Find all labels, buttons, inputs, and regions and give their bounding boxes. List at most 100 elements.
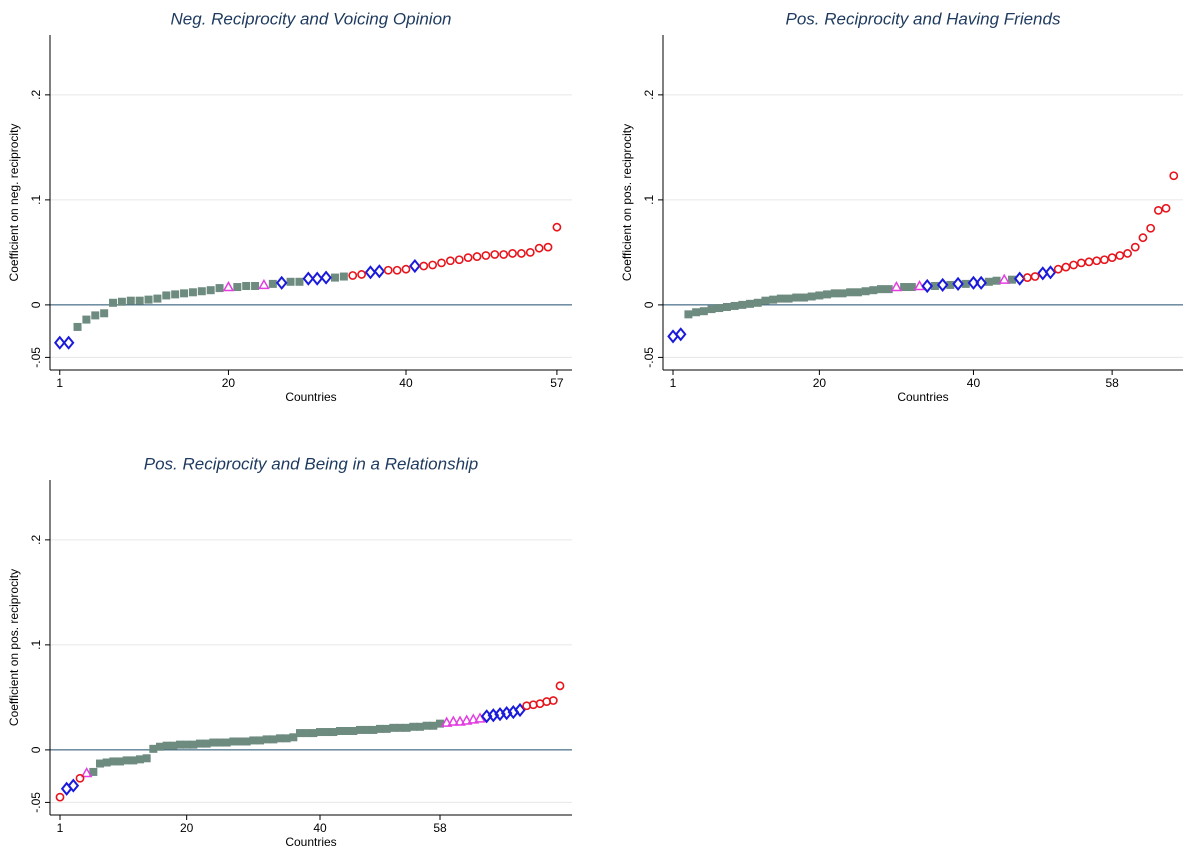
point [209, 738, 218, 747]
point [349, 726, 358, 735]
point [1084, 257, 1094, 267]
x-axis-title: Countries [285, 835, 336, 849]
point [975, 275, 987, 290]
point [730, 301, 739, 310]
point [684, 310, 693, 319]
point [142, 754, 151, 763]
point [222, 281, 235, 292]
point [769, 295, 778, 304]
point [369, 725, 378, 734]
point [311, 271, 324, 286]
point [1076, 258, 1086, 268]
y-axis-title: Coefficient on pos. reciprocity [7, 569, 21, 726]
point [534, 243, 544, 253]
x-tick-label: 40 [967, 376, 981, 390]
point [707, 305, 716, 314]
point [82, 315, 91, 324]
point [329, 728, 338, 737]
point [416, 722, 424, 731]
point [992, 276, 1001, 285]
point [409, 722, 418, 731]
point [967, 275, 980, 290]
panel: Pos. Reciprocity and Being in a Relation… [7, 454, 572, 849]
point [516, 249, 526, 258]
point [548, 696, 558, 705]
point [1022, 273, 1032, 282]
point [122, 756, 131, 765]
point [440, 716, 453, 727]
point [67, 778, 80, 793]
panel: Neg. Reciprocity and Voicing Opinion -.05… [7, 9, 572, 404]
x-tick-label: 57 [550, 376, 564, 390]
point [1007, 275, 1016, 284]
point [149, 744, 158, 753]
point [1092, 256, 1102, 266]
point [215, 284, 224, 293]
point [1161, 203, 1171, 213]
point [339, 272, 348, 281]
x-axis-title: Countries [897, 390, 948, 404]
point [236, 737, 244, 746]
point [463, 253, 473, 263]
point [392, 265, 402, 275]
point [1069, 260, 1079, 270]
point [96, 759, 104, 768]
point [429, 721, 438, 730]
point [1044, 265, 1057, 280]
point [1123, 249, 1132, 258]
point [543, 242, 553, 252]
point [302, 271, 315, 286]
point [296, 729, 304, 738]
point [117, 297, 126, 306]
point [275, 275, 288, 290]
point [961, 279, 970, 288]
point [930, 281, 939, 290]
point [936, 277, 949, 293]
point [838, 289, 847, 298]
point [830, 289, 839, 298]
point [169, 741, 178, 750]
point [746, 299, 755, 308]
point [309, 729, 318, 738]
x-tick-label: 20 [180, 821, 194, 835]
y-tick-label: 0 [29, 746, 43, 753]
point [499, 250, 509, 259]
point [109, 757, 118, 766]
point [409, 258, 421, 274]
point [555, 681, 565, 691]
y-tick-label: .2 [29, 90, 43, 100]
y-tick-label: .2 [29, 535, 43, 545]
point [807, 292, 816, 301]
y-tick-label: .1 [29, 640, 43, 650]
point [242, 281, 251, 290]
point [428, 260, 438, 270]
y-tick-label: -.05 [29, 347, 43, 368]
x-tick-label: 1 [57, 821, 64, 835]
y-tick-label: 0 [642, 301, 656, 308]
point [913, 279, 926, 291]
panel: Pos. Reciprocity and Having Friends -.05 0… [620, 9, 1183, 404]
point [1169, 171, 1179, 181]
point [233, 283, 242, 292]
point [1153, 205, 1163, 215]
point [330, 273, 339, 282]
point [1107, 253, 1117, 263]
point [188, 288, 197, 297]
y-tick-label: .2 [642, 90, 656, 100]
point [1146, 223, 1156, 233]
point [202, 739, 211, 748]
point [667, 329, 679, 344]
point [1115, 251, 1125, 260]
point [946, 280, 955, 289]
point [447, 715, 460, 726]
point [692, 308, 701, 317]
point [799, 293, 808, 302]
point [722, 302, 731, 311]
point [320, 270, 332, 285]
x-tick-label: 20 [222, 376, 236, 390]
point [552, 222, 562, 232]
point [738, 300, 747, 309]
point [1130, 242, 1140, 252]
point [176, 740, 184, 749]
